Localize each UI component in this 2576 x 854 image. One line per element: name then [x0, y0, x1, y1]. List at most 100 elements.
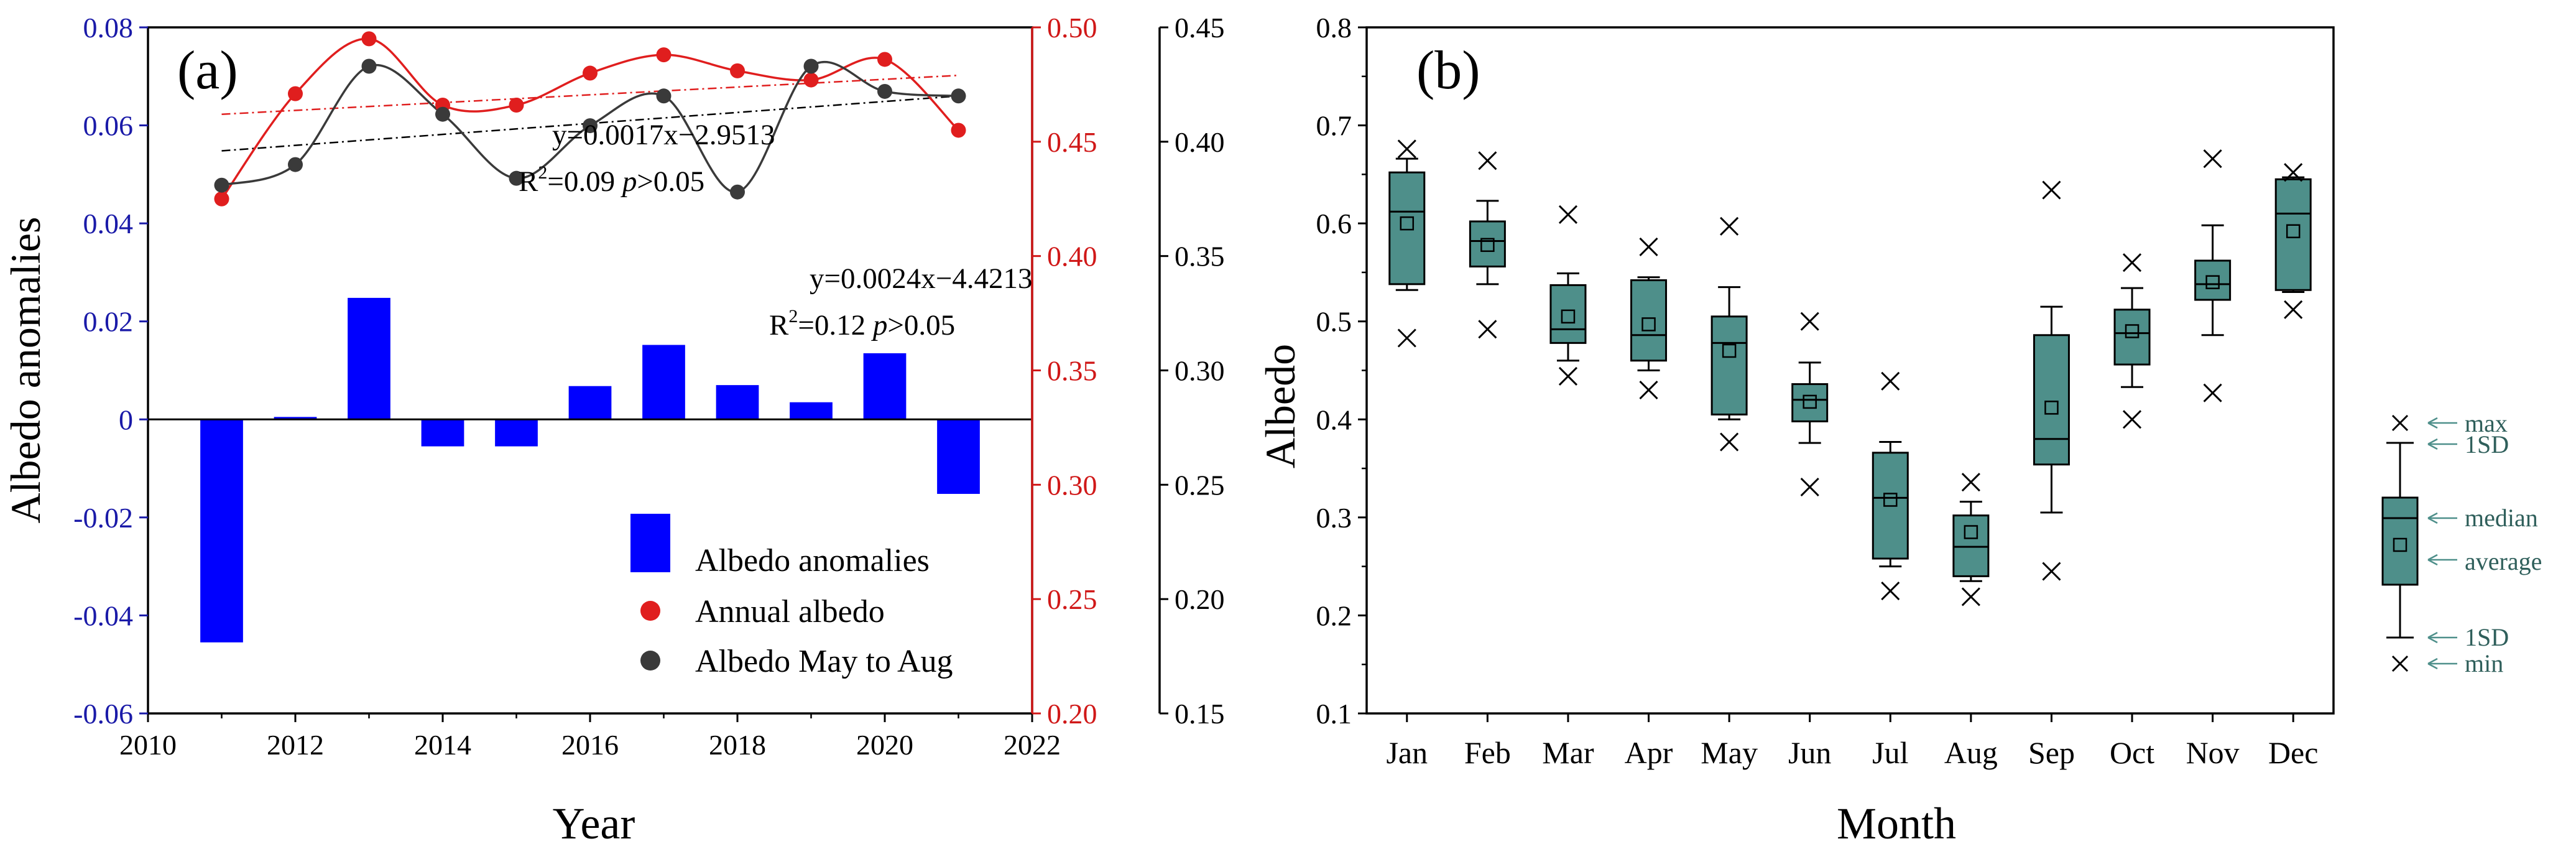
mean-marker — [2125, 324, 2140, 338]
mean-marker — [1883, 493, 1898, 507]
annual-albedo-point — [803, 72, 819, 88]
annual-albedo-point — [583, 65, 598, 81]
may-aug-albedo-point — [361, 58, 377, 74]
y-tick-label: 0.04 — [83, 208, 134, 239]
x-tick-label: Mar — [1542, 735, 1594, 770]
anomaly-bar — [200, 419, 243, 643]
min-marker — [1800, 477, 1819, 497]
y-tick-label: 0.08 — [83, 12, 134, 44]
max-marker — [2284, 163, 2303, 182]
legend-a: Albedo anomalies Annual albedo Albedo Ma… — [630, 514, 953, 679]
legend-marker-annual — [640, 601, 660, 621]
may-aug-albedo-point — [288, 157, 303, 172]
y-tick-label: 0.20 — [1047, 698, 1097, 730]
box-sep — [2033, 180, 2070, 581]
panel-label-b: (b) — [1416, 40, 1480, 101]
may-aug-albedo-point — [583, 118, 598, 134]
annual-albedo-point — [730, 63, 745, 78]
x-axis-b: Jan Feb Mar Apr May Jun Jul Aug Sep Oct Nov Dec — [1386, 713, 2318, 770]
key-max-marker — [2391, 414, 2409, 432]
fit-equation-may-aug: y=0.0024x−4.4213 — [810, 262, 1033, 295]
key-arrow-head — [2427, 417, 2438, 429]
y-tick-label: 0 — [119, 404, 133, 435]
x-tick-label: 2016 — [561, 729, 619, 761]
annual-albedo-point — [361, 31, 377, 47]
iqr-box — [1469, 220, 1506, 267]
mean-marker — [1641, 317, 1656, 332]
y-tick-label: 0.3 — [1316, 502, 1352, 534]
anomaly-bar — [568, 386, 612, 420]
y-tick-label: 0.8 — [1316, 12, 1352, 44]
y-tick-label: 0.02 — [83, 306, 134, 338]
y-tick-label: 0.5 — [1316, 306, 1352, 338]
key-arrow-head — [2427, 512, 2438, 524]
iqr-box — [1791, 383, 1829, 422]
max-marker — [1881, 371, 1900, 391]
anomaly-bar — [937, 419, 980, 494]
may-aug-albedo-point — [435, 106, 450, 122]
may-aug-albedo-point — [656, 88, 672, 104]
min-marker — [1397, 328, 1416, 348]
anomaly-bar — [716, 385, 759, 420]
y-tick-label: 0.4 — [1316, 404, 1352, 435]
y-tick-label: 0.1 — [1316, 698, 1352, 730]
x-tick-label: 2022 — [1004, 729, 1061, 761]
box-plot-key: max 1SD median average 1SD min — [2381, 409, 2542, 677]
box-feb — [1469, 151, 1506, 339]
plot-frame-b — [1365, 26, 2335, 715]
box-oct — [2113, 253, 2151, 429]
y-axis-right-red: 0.20 0.25 0.30 0.35 0.40 0.45 0.50 — [1031, 12, 1097, 730]
mean-marker — [2044, 401, 2059, 415]
mean-marker — [2205, 275, 2220, 289]
max-marker — [2122, 253, 2142, 272]
y-tick-label: 0.20 — [1175, 583, 1225, 615]
annual-albedo-point — [877, 52, 892, 67]
key-label-min: min — [2465, 649, 2503, 677]
max-marker — [1478, 151, 1497, 170]
box-apr — [1630, 237, 1668, 400]
x-tick-label: 2020 — [856, 729, 913, 761]
mean-marker — [1964, 525, 1978, 539]
chart-panel-b: Jan Feb Mar Apr May Jun Jul Aug Sep Oct Nov Dec 0.1… — [1257, 12, 2542, 848]
min-marker — [2122, 410, 2142, 429]
annual-albedo-point — [509, 98, 524, 113]
annual-albedo-line — [221, 37, 959, 200]
legend-item-anomalies: Albedo anomalies — [630, 514, 930, 578]
may-aug-albedo-point — [730, 184, 745, 200]
max-marker — [1720, 216, 1739, 236]
x-tick-label: 2010 — [119, 729, 177, 761]
x-tick-label: Dec — [2268, 735, 2319, 770]
anomaly-bar — [348, 297, 390, 420]
x-tick-label: Jun — [1788, 735, 1831, 770]
key-label-max: max — [2465, 409, 2508, 437]
annual-albedo-point — [656, 47, 672, 63]
iqr-box — [2194, 259, 2232, 301]
y-tick-label: 0.06 — [83, 110, 134, 142]
y-axis-b: 0.1 0.2 0.3 0.4 0.5 0.6 0.7 0.8 — [1316, 12, 1367, 730]
may-aug-albedo-point — [877, 83, 892, 99]
anomaly-bar — [863, 353, 907, 420]
y-tick-label: 0.2 — [1316, 600, 1352, 631]
anomaly-bars — [200, 297, 980, 643]
fit-annotation-annual: y=0.0017x−2.9513 R2=0.09 p>0.05 — [519, 119, 775, 198]
min-marker — [2284, 300, 2303, 319]
box-dec — [2274, 163, 2312, 319]
key-label-1sd-upper: 1SD — [2465, 430, 2509, 458]
key-arrow-head — [2427, 438, 2438, 450]
may-aug-albedo-point — [803, 58, 819, 74]
mean-marker — [1561, 309, 1576, 324]
fit-equation-annual: y=0.0017x−2.9513 — [552, 119, 775, 151]
trend-lines — [221, 74, 959, 152]
mean-marker — [1803, 394, 1817, 409]
key-label-average: average — [2465, 547, 2542, 575]
x-tick-label: Jul — [1872, 735, 1908, 770]
y-tick-label: 0.45 — [1047, 126, 1097, 158]
legend-label-anomalies: Albedo anomalies — [695, 543, 930, 578]
box-jan — [1388, 139, 1426, 348]
x-tick-label: Feb — [1464, 735, 1511, 770]
y-axis-title-b: Albedo — [1257, 344, 1304, 468]
mean-marker — [1400, 216, 1415, 231]
y-axis-right-black: 0.15 0.20 0.25 0.30 0.35 0.40 0.45 — [1160, 12, 1225, 730]
max-marker — [1639, 237, 1658, 257]
